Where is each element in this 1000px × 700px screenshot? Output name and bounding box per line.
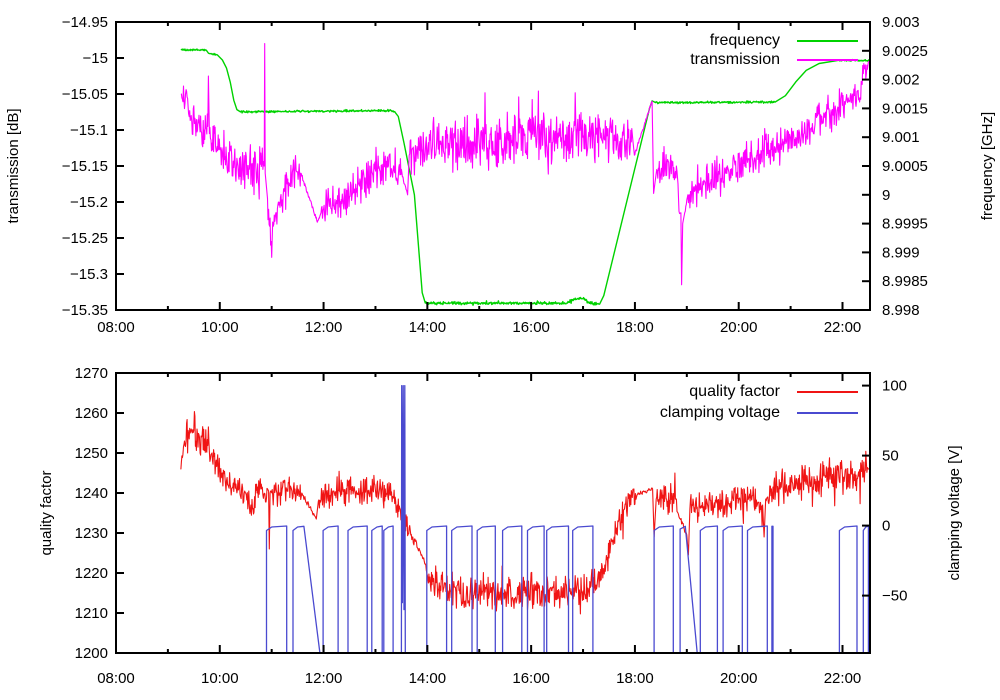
x-tick-label: 14:00 xyxy=(409,319,447,336)
y-right-tick-label: 9.001 xyxy=(882,129,920,146)
clamping_voltage-pulse xyxy=(383,525,394,653)
y-left-tick-label: −15.1 xyxy=(70,122,108,139)
x-tick-label: 08:00 xyxy=(97,319,135,336)
y-right-tick-label: 100 xyxy=(882,378,907,395)
y-right-tick-label: 8.9995 xyxy=(882,216,928,233)
clamping_voltage-pulse xyxy=(679,525,698,654)
clamping_voltage-pulse xyxy=(451,525,473,653)
y-left-tick-label: 1230 xyxy=(75,525,108,542)
clamping_voltage-pulse xyxy=(862,525,870,653)
y-left-tick-label: 1240 xyxy=(75,485,108,502)
transmission-line xyxy=(180,43,869,286)
x-tick-label: 18:00 xyxy=(616,670,654,687)
clamping_voltage-pulse xyxy=(653,525,674,653)
x-tick-label: 18:00 xyxy=(616,319,654,336)
x-tick-label: 16:00 xyxy=(512,319,550,336)
y-left-tick-label: −15.05 xyxy=(62,86,108,103)
clamping_voltage-pulse xyxy=(265,525,288,653)
y-right-tick-label: 8.998 xyxy=(882,302,920,319)
x-tick-label: 20:00 xyxy=(720,319,758,336)
legend-line-transmission xyxy=(797,59,858,61)
legend-line-quality_factor xyxy=(797,391,858,393)
clamping_voltage-pulse xyxy=(347,525,368,653)
bottom-panel: 08:00 10:00 12:00 14:00 16:00 18:00 20:00 22:00… xyxy=(75,365,908,687)
x-tick-label: 20:00 xyxy=(720,670,758,687)
legend-line-clamping_voltage xyxy=(797,412,858,414)
y-left-tick-label: 1220 xyxy=(75,565,108,582)
legend-label-transmission: transmission xyxy=(690,51,780,68)
y-right-tick-label: 9.0005 xyxy=(882,158,928,175)
top-panel: 08:00 10:00 12:00 14:00 16:00 18:00 20:00 22:00… xyxy=(62,14,928,336)
x-tick-label: 12:00 xyxy=(305,670,343,687)
clamping_voltage-pulse xyxy=(476,525,496,653)
plot-border xyxy=(115,372,871,654)
x-tick-label: 10:00 xyxy=(201,670,239,687)
clamping_voltage-pulse xyxy=(371,525,383,653)
y-left-tick-label: 1200 xyxy=(75,645,108,662)
clamping_voltage-pulse xyxy=(292,525,321,654)
y-right-tick-label: −50 xyxy=(882,588,907,605)
y-left-tick-label: 1250 xyxy=(75,445,108,462)
clamping_voltage-pulse xyxy=(722,525,743,653)
frequency-line xyxy=(180,48,871,306)
y-right-tick-label: 8.9985 xyxy=(882,273,928,290)
clamping_voltage-pulse xyxy=(771,525,774,653)
clamping_voltage-pulse xyxy=(400,384,406,654)
y-left-tick-label: 1210 xyxy=(75,605,108,622)
x-tick-label: 22:00 xyxy=(824,319,862,336)
y-left-tick-label: −15.2 xyxy=(70,194,108,211)
y-left-tick-label: 1270 xyxy=(75,365,108,382)
clamping_voltage-pulse xyxy=(501,525,523,653)
y-left-tick-label: −15.15 xyxy=(62,158,108,175)
quality_factor-line xyxy=(180,411,869,615)
y-left-tick-label: −15 xyxy=(83,50,108,67)
y-right-tick-label: 50 xyxy=(882,448,899,465)
y-left-tick-label: −15.35 xyxy=(62,302,108,319)
clamping_voltage-pulse xyxy=(526,525,545,653)
legend-line-frequency xyxy=(797,40,858,42)
y-left-tick-label: 1260 xyxy=(75,405,108,422)
clamping_voltage-pulse xyxy=(426,525,448,653)
x-tick-label: 12:00 xyxy=(305,319,343,336)
clamping_voltage-pulse xyxy=(746,525,768,653)
legend-label-clamping_voltage: clamping voltage xyxy=(659,404,780,421)
y-right-tick-label: 9 xyxy=(882,187,890,204)
legend-label-frequency: frequency xyxy=(709,32,780,49)
y-right-tick-label: 9.002 xyxy=(882,72,920,89)
x-tick-label: 08:00 xyxy=(97,670,135,687)
y-left-tick-label: −14.95 xyxy=(62,14,108,31)
y-left-tick-label: −15.3 xyxy=(70,266,108,283)
clamping_voltage-pulse xyxy=(699,525,719,653)
x-tick-label: 16:00 xyxy=(512,670,550,687)
y-right-tick-label: 0 xyxy=(882,518,890,535)
x-tick-label: 14:00 xyxy=(409,670,447,687)
clamping_voltage-pulse xyxy=(572,525,594,653)
legend-label-quality_factor: quality factor xyxy=(689,383,780,400)
clamping_voltage-pulse xyxy=(546,525,570,653)
x-tick-label: 22:00 xyxy=(824,670,862,687)
y-right-tick-label: 9.0015 xyxy=(882,100,928,117)
x-tick-label: 10:00 xyxy=(201,319,239,336)
y-right-tick-label: 8.999 xyxy=(882,244,920,261)
clamping_voltage-pulse xyxy=(838,525,858,653)
clamping_voltage-pulse xyxy=(322,525,339,653)
y-right-tick-label: 9.003 xyxy=(882,14,920,31)
y-left-tick-label: −15.25 xyxy=(62,230,108,247)
y-right-tick-label: 9.0025 xyxy=(882,43,928,60)
